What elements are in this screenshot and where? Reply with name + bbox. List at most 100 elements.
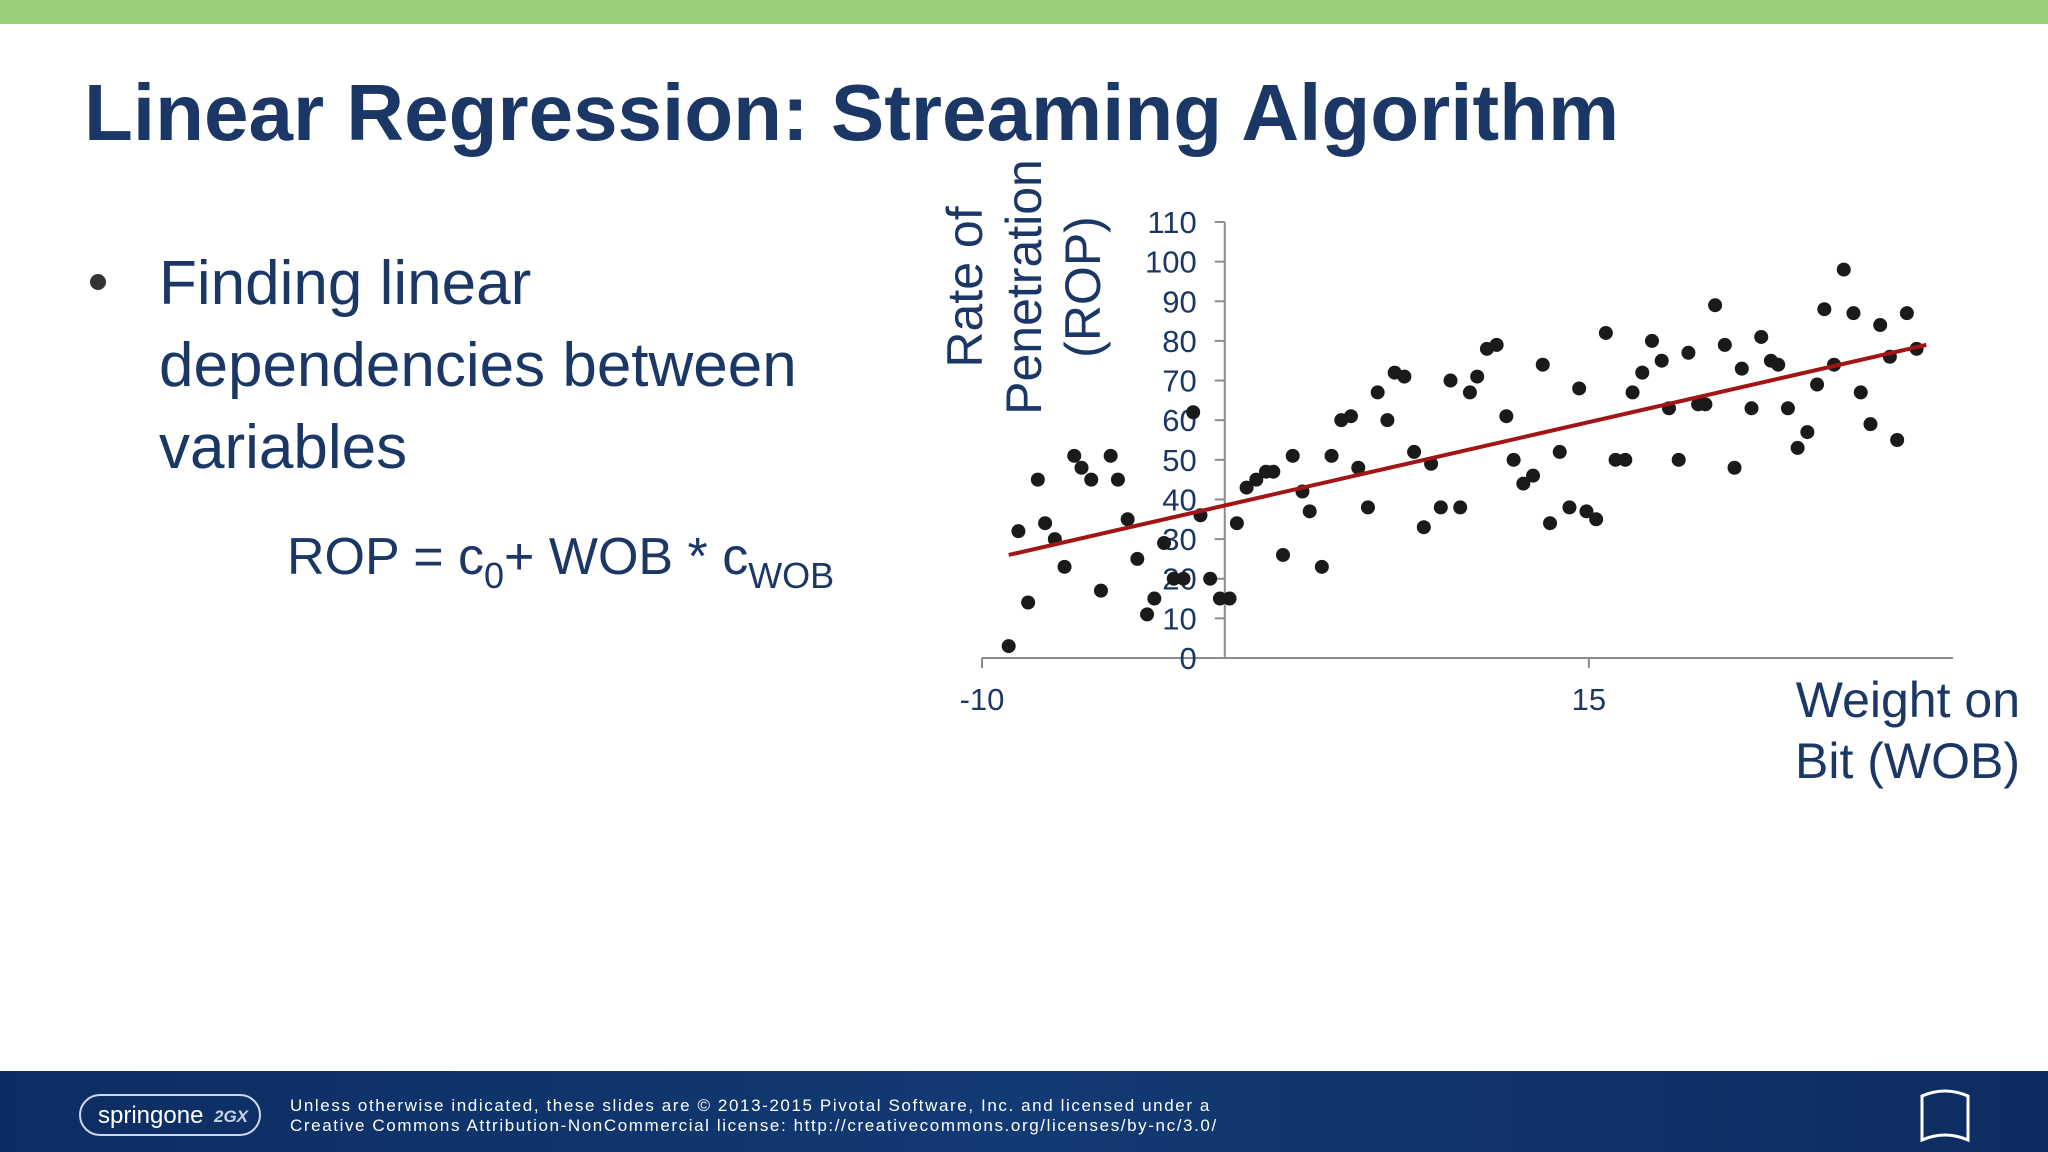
footer-logo: springone bbox=[98, 1102, 203, 1129]
equation-subscript: WOB bbox=[748, 555, 834, 596]
scatter-point bbox=[1120, 512, 1135, 527]
scatter-point bbox=[1360, 500, 1375, 515]
scatter-point bbox=[1110, 472, 1125, 487]
y-tick-label: 110 bbox=[1147, 205, 1196, 240]
scatter-point bbox=[1744, 401, 1759, 416]
top-bar bbox=[0, 0, 2048, 24]
scatter-point bbox=[1176, 571, 1191, 586]
y-tick-label: 0 bbox=[1180, 641, 1197, 676]
scatter-point bbox=[1407, 444, 1422, 459]
scatter-point bbox=[1526, 468, 1541, 483]
scatter-point bbox=[1038, 516, 1053, 531]
scatter-point bbox=[1343, 409, 1358, 424]
scatter-point bbox=[1276, 547, 1291, 562]
scatter-point bbox=[1084, 472, 1099, 487]
scatter-point bbox=[1103, 448, 1118, 463]
y-axis-label: Rate of bbox=[937, 206, 993, 367]
y-tick-label: 70 bbox=[1162, 364, 1196, 399]
equation: ROP = c0+ WOB * cWOB bbox=[287, 528, 834, 596]
y-axis-label: Penetration bbox=[996, 159, 1052, 415]
scatter-point bbox=[1249, 472, 1264, 487]
footer-text: Creative Commons Attribution-NonCommerci… bbox=[290, 1116, 1218, 1135]
scatter-point bbox=[1203, 571, 1218, 586]
scatter-point bbox=[1543, 516, 1558, 531]
scatter-point bbox=[1186, 405, 1201, 420]
x-axis-label: Bit (WOB) bbox=[1795, 733, 2020, 789]
scatter-point bbox=[1671, 452, 1686, 467]
footer-text: Unless otherwise indicated, these slides… bbox=[290, 1096, 1211, 1115]
equation-part: + WOB * c bbox=[504, 528, 748, 586]
scatter-point bbox=[1535, 357, 1550, 372]
y-tick-label: 90 bbox=[1162, 284, 1196, 319]
scatter-point bbox=[1314, 559, 1329, 574]
scatter-point bbox=[1644, 333, 1659, 348]
footer-icon bbox=[1920, 1089, 1970, 1143]
scatter-point bbox=[1302, 504, 1317, 519]
scatter-point bbox=[1727, 460, 1742, 475]
scatter-point bbox=[1552, 444, 1567, 459]
y-tick-label: 10 bbox=[1162, 601, 1196, 636]
scatter-point bbox=[1147, 591, 1162, 606]
scatter-point bbox=[1681, 345, 1696, 360]
scatter-point bbox=[1285, 448, 1300, 463]
scatter-point bbox=[1899, 306, 1914, 321]
scatter-point bbox=[1790, 440, 1805, 455]
scatter-point bbox=[1416, 520, 1431, 535]
bullet-dot bbox=[90, 274, 106, 290]
scatter-point bbox=[1499, 409, 1514, 424]
scatter-point bbox=[1562, 500, 1577, 515]
scatter-point bbox=[1140, 607, 1155, 622]
scatter-point bbox=[1057, 559, 1072, 574]
scatter-point bbox=[1853, 385, 1868, 400]
scatter-point bbox=[1810, 377, 1825, 392]
scatter-point bbox=[1771, 357, 1786, 372]
y-tick-label: 100 bbox=[1145, 245, 1197, 280]
scatter-point bbox=[1222, 591, 1237, 606]
x-axis-label: Weight on bbox=[1796, 672, 2020, 728]
bullet-line: dependencies between bbox=[159, 331, 797, 400]
scatter-point bbox=[1579, 504, 1594, 519]
scatter-point bbox=[1754, 329, 1769, 344]
y-axis-label: (ROP) bbox=[1055, 216, 1111, 358]
scatter-point bbox=[1780, 401, 1795, 416]
scatter-point bbox=[1836, 262, 1851, 277]
scatter-point bbox=[1462, 385, 1477, 400]
scatter-point bbox=[1370, 385, 1385, 400]
bullet-line: variables bbox=[159, 413, 407, 482]
scatter-point bbox=[1001, 639, 1016, 654]
scatter-point bbox=[1021, 595, 1036, 610]
scatter-point bbox=[1157, 536, 1172, 551]
equation-subscript: 0 bbox=[484, 555, 504, 596]
scatter-point bbox=[1397, 369, 1412, 384]
y-tick-label: 50 bbox=[1162, 443, 1196, 478]
scatter-point bbox=[1863, 417, 1878, 432]
scatter-point bbox=[1698, 397, 1713, 412]
scatter-point bbox=[1635, 365, 1650, 380]
scatter-point bbox=[1074, 460, 1089, 475]
y-tick-label: 80 bbox=[1162, 324, 1196, 359]
scatter-point bbox=[1625, 385, 1640, 400]
scatter-point bbox=[1708, 298, 1723, 313]
scatter-point bbox=[1443, 373, 1458, 388]
scatter-point bbox=[1890, 433, 1905, 447]
scatter-point bbox=[1572, 381, 1587, 396]
scatter-point bbox=[1011, 524, 1026, 539]
scatter-point bbox=[1734, 361, 1749, 376]
scatter-point bbox=[1351, 460, 1366, 475]
scatter-point bbox=[1489, 337, 1504, 352]
footer-bar bbox=[0, 1071, 2048, 1152]
scatter-point bbox=[1598, 325, 1613, 340]
scatter-point bbox=[1453, 500, 1468, 515]
x-tick-label: -10 bbox=[960, 682, 1005, 717]
equation-part: ROP = c bbox=[287, 528, 484, 586]
scatter-point bbox=[1846, 306, 1861, 321]
x-tick-label: 15 bbox=[1572, 682, 1606, 717]
scatter-point bbox=[1266, 464, 1281, 479]
scatter-point bbox=[1093, 583, 1108, 598]
scatter-point bbox=[1506, 452, 1521, 467]
scatter-point bbox=[1380, 413, 1395, 428]
scatter-point bbox=[1589, 512, 1604, 527]
scatter-point bbox=[1030, 472, 1045, 487]
scatter-point bbox=[1130, 551, 1145, 566]
